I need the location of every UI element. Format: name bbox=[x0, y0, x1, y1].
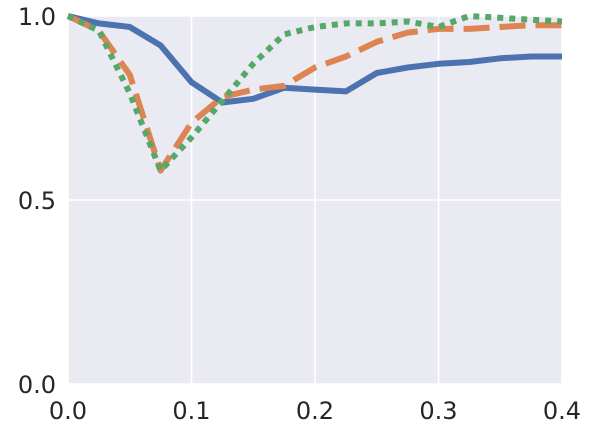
x-tick-label: 0.2 bbox=[296, 397, 334, 425]
series-line-2-dashed bbox=[66, 13, 562, 174]
x-tick-label: 0.0 bbox=[49, 397, 87, 425]
y-tick-labels: 0.0 0.5 1.0 bbox=[18, 3, 56, 399]
x-tick-label: 0.4 bbox=[543, 397, 581, 425]
x-tick-labels: 0.0 0.1 0.2 0.3 0.4 bbox=[49, 397, 581, 425]
series-line-1-solid bbox=[67, 13, 562, 106]
x-tick-label: 0.1 bbox=[172, 397, 210, 425]
y-tick-label: 0.0 bbox=[18, 371, 56, 399]
gridlines bbox=[67, 15, 563, 385]
x-tick-label: 0.3 bbox=[419, 397, 457, 425]
series-line-3-dotted bbox=[66, 13, 563, 174]
series-lines bbox=[66, 13, 563, 174]
y-tick-label: 0.5 bbox=[18, 187, 56, 215]
y-tick-label: 1.0 bbox=[18, 3, 56, 31]
